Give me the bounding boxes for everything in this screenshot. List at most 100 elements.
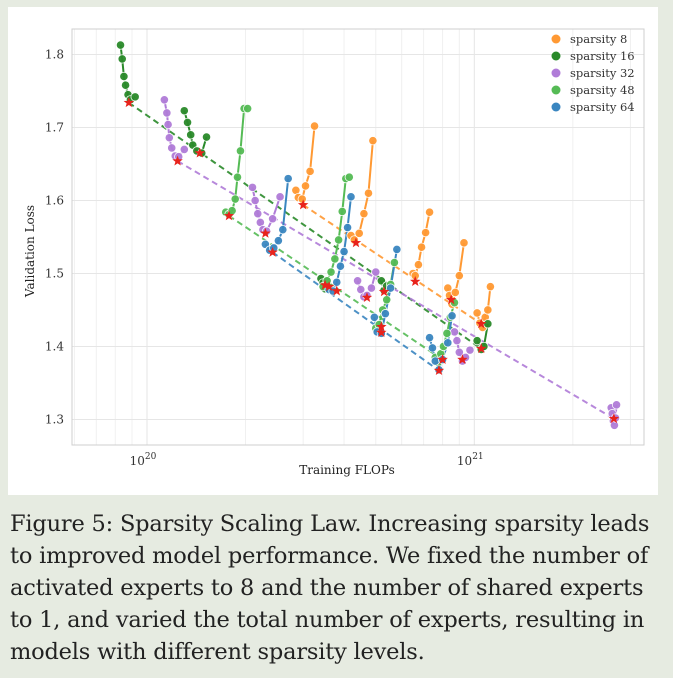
data-point [243, 103, 253, 114]
data-point [275, 192, 285, 202]
x-tick-label: 1020 [130, 452, 157, 468]
data-point [305, 166, 315, 176]
data-point [424, 333, 435, 343]
optimum-star [608, 413, 620, 424]
optimum-star [457, 354, 468, 365]
optimum-star [437, 354, 448, 365]
data-point [334, 235, 344, 245]
data-point [359, 209, 369, 219]
data-point [342, 222, 353, 233]
data-point [159, 95, 169, 105]
optimum-star [410, 276, 421, 286]
data-point [389, 257, 399, 268]
optimum-star [445, 294, 457, 305]
data-point [179, 144, 189, 155]
y-tick-label: 1.5 [45, 266, 64, 280]
trend-line [302, 204, 482, 325]
optimum-star [476, 318, 487, 329]
data-point [424, 207, 435, 217]
data-points [115, 40, 622, 430]
legend-marker [551, 85, 561, 95]
optimum-star [172, 155, 183, 166]
data-point [230, 194, 240, 204]
data-point [352, 276, 363, 286]
data-point [413, 260, 424, 270]
grid [72, 29, 644, 445]
data-point [472, 336, 482, 346]
trend-line [177, 160, 615, 420]
optimum-star [194, 147, 206, 158]
data-point [330, 254, 340, 264]
data-point [339, 246, 349, 257]
data-point [182, 117, 193, 128]
data-point [465, 345, 475, 355]
optimum-star [297, 199, 309, 210]
data-point [447, 311, 457, 321]
legend: sparsity 8 sparsity 16 sparsity 32 sparsity… [551, 32, 635, 114]
data-point [459, 238, 469, 248]
optimum-star [476, 343, 487, 354]
legend-marker [551, 34, 561, 44]
optimum-star [350, 237, 362, 248]
data-point [186, 130, 196, 140]
caption-line: to 1, and varied the total number of exp… [10, 607, 645, 633]
data-point [201, 132, 212, 142]
y-tick-label: 1.6 [45, 194, 64, 208]
y-axis-label: Validation Loss [23, 205, 37, 298]
data-point [268, 214, 278, 224]
legend-label: sparsity 32 [570, 66, 635, 80]
y-tick-label: 1.7 [45, 121, 64, 135]
optimum-star [361, 292, 373, 303]
optimum-star [378, 286, 390, 297]
data-point [253, 209, 263, 219]
axes: 1.3 1.4 1.5 1.6 1.7 1.8 1020 1021 [45, 28, 645, 468]
legend-label: sparsity 16 [570, 49, 635, 63]
data-point [483, 319, 493, 329]
data-point [337, 206, 347, 217]
caption-line: activated experts to 8 and the number of… [10, 575, 644, 601]
trend-line [128, 101, 482, 350]
data-point [382, 295, 392, 305]
data-point [232, 172, 243, 182]
optimum-star [376, 321, 387, 332]
data-point [120, 80, 131, 90]
data-point [300, 181, 311, 191]
data-point [485, 282, 496, 292]
data-point [442, 328, 452, 338]
data-point [380, 309, 390, 319]
legend-label: sparsity 64 [570, 100, 635, 114]
data-point [354, 228, 364, 238]
trend-line [272, 251, 440, 372]
data-point [454, 347, 464, 357]
data-point [452, 336, 462, 346]
data-point [427, 343, 438, 353]
data-point [119, 71, 129, 82]
data-point [164, 133, 174, 143]
data-point [179, 106, 189, 116]
data-point [250, 195, 260, 206]
optimum-star [433, 365, 445, 376]
figure-panel: 1.3 1.4 1.5 1.6 1.7 1.8 1020 1021 sparsity 8 spa… [8, 7, 658, 495]
data-point [472, 308, 482, 318]
x-axis-label: Training FLOPs [299, 463, 395, 477]
data-point [369, 312, 379, 322]
data-point [278, 225, 288, 235]
data-point [273, 236, 283, 246]
optimum-star [223, 210, 235, 221]
data-point [416, 242, 427, 252]
data-point [346, 192, 356, 202]
data-point [247, 182, 258, 192]
caption-line: models with different sparsity levels. [10, 639, 425, 665]
optimum-star [323, 281, 335, 292]
caption-line: Figure 5: Sparsity Scaling Law. Increasi… [10, 511, 650, 537]
optima-markers [123, 97, 620, 424]
legend-marker [551, 51, 561, 61]
x-tick-label: 1021 [457, 452, 484, 468]
optimum-star [123, 97, 135, 108]
data-point [368, 136, 378, 146]
plot-frame [71, 28, 645, 446]
data-point [167, 143, 177, 153]
legend-marker [551, 102, 561, 112]
data-point [392, 244, 402, 255]
